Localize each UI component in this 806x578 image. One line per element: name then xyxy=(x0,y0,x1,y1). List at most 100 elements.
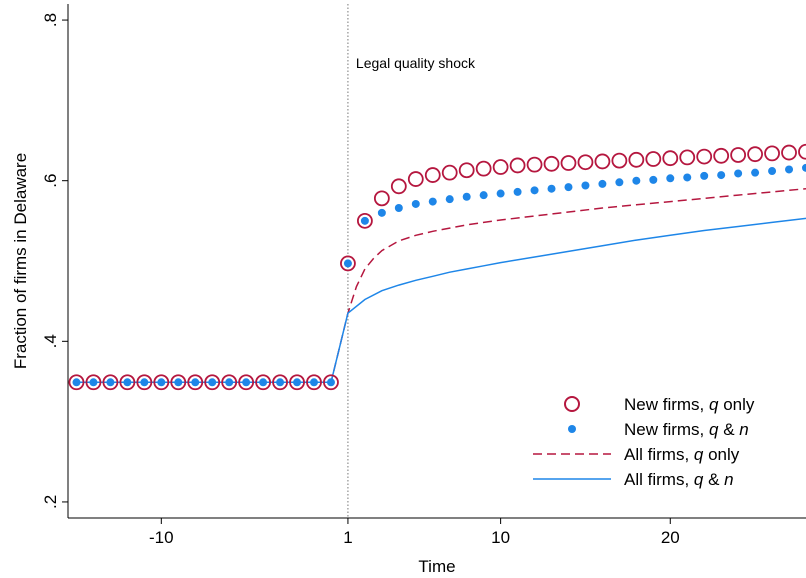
data-point xyxy=(272,374,288,391)
series-solid-line xyxy=(76,217,806,384)
legend-label-q: q xyxy=(709,395,719,414)
legend-label-prefix: New firms, xyxy=(624,395,709,414)
data-point xyxy=(424,167,441,183)
data-point xyxy=(611,152,628,169)
data-point xyxy=(747,146,764,163)
data-point xyxy=(547,184,556,193)
data-point xyxy=(289,374,305,391)
data-point xyxy=(360,216,369,225)
legend-label-prefix: All firms, xyxy=(624,445,694,464)
data-point xyxy=(751,168,760,177)
data-point xyxy=(543,155,560,172)
legend-symbol-hollow-circle xyxy=(564,396,580,412)
data-point xyxy=(373,190,390,207)
y-tick-label: .4 xyxy=(41,334,60,348)
data-point xyxy=(513,187,522,196)
data-point xyxy=(683,173,692,182)
data-point xyxy=(764,145,780,162)
data-point xyxy=(390,178,407,195)
axes: .2 .4 .6 .8 -10 1 10 20 xyxy=(41,4,806,547)
data-point xyxy=(492,159,509,175)
data-point xyxy=(475,160,492,177)
data-point xyxy=(679,149,696,166)
data-point xyxy=(479,191,488,200)
data-point xyxy=(225,378,234,387)
legend-label-n: n xyxy=(739,420,748,439)
legend-symbol-dot xyxy=(568,425,576,433)
x-axis-title: Time xyxy=(418,557,455,576)
legend-item-all-firms-q-and-n: All firms, q & n xyxy=(533,470,734,489)
data-point xyxy=(781,144,797,161)
x-tick-label: 1 xyxy=(343,528,352,547)
data-point xyxy=(445,195,454,204)
series-hollow-circle xyxy=(68,143,806,391)
data-point xyxy=(394,203,403,212)
data-point xyxy=(102,374,119,391)
data-point xyxy=(662,150,679,167)
data-point xyxy=(462,192,471,201)
x-tick-label: 10 xyxy=(491,528,510,547)
data-point xyxy=(306,374,322,391)
data-point xyxy=(106,378,115,387)
data-point xyxy=(581,181,590,190)
data-point xyxy=(632,176,641,185)
data-point xyxy=(645,151,662,167)
legend-item-new-firms-q-only: New firms, q only xyxy=(564,395,755,414)
data-point xyxy=(119,374,136,391)
y-tick-label: .2 xyxy=(41,495,60,509)
data-point xyxy=(72,378,81,387)
data-point xyxy=(174,378,183,387)
data-point xyxy=(157,378,166,387)
data-point xyxy=(340,255,356,272)
data-point xyxy=(204,374,221,391)
data-point xyxy=(221,374,238,391)
data-point xyxy=(238,374,255,391)
data-point xyxy=(628,151,645,168)
data-point xyxy=(802,163,806,172)
data-point xyxy=(191,378,200,387)
data-point xyxy=(428,197,437,206)
data-point xyxy=(458,162,475,179)
data-point xyxy=(89,378,98,387)
data-point xyxy=(530,186,539,195)
series-dot xyxy=(72,163,806,387)
data-point xyxy=(526,156,543,173)
y-axis-ticks: .2 .4 .6 .8 xyxy=(41,13,68,509)
data-point xyxy=(441,164,458,181)
data-point xyxy=(170,374,187,391)
series-line xyxy=(76,187,806,384)
x-tick-label: 20 xyxy=(661,528,680,547)
data-point xyxy=(730,147,747,163)
data-point xyxy=(649,175,658,184)
data-point xyxy=(594,153,611,170)
legend-label-suffix: only xyxy=(703,445,739,464)
legend-label: New firms, q only xyxy=(624,395,755,414)
data-point xyxy=(276,378,285,387)
data-point xyxy=(293,378,302,387)
legend-label-prefix: New firms, xyxy=(624,420,709,439)
data-point xyxy=(407,171,424,187)
data-point xyxy=(140,378,149,387)
data-point xyxy=(377,208,386,217)
legend-label: All firms, q & n xyxy=(624,470,734,489)
data-point xyxy=(768,167,777,176)
data-point xyxy=(323,374,339,391)
data-point xyxy=(496,189,505,198)
data-point xyxy=(564,183,573,192)
data-point xyxy=(259,378,268,387)
legend-label: New firms, q & n xyxy=(624,420,749,439)
data-point xyxy=(577,154,594,171)
legend-label-q: q xyxy=(694,470,704,489)
data-point xyxy=(255,374,272,391)
data-point xyxy=(666,174,675,183)
data-point xyxy=(696,148,713,165)
data-point xyxy=(123,378,132,387)
legend-label-mid: & xyxy=(718,420,739,439)
data-point xyxy=(798,143,806,160)
data-point xyxy=(700,171,709,180)
legend-label-suffix: only xyxy=(718,395,754,414)
y-axis-title: Fraction of firms in Delaware xyxy=(11,153,30,369)
data-point xyxy=(509,157,526,174)
data-point xyxy=(153,374,170,391)
data-point xyxy=(734,169,743,178)
